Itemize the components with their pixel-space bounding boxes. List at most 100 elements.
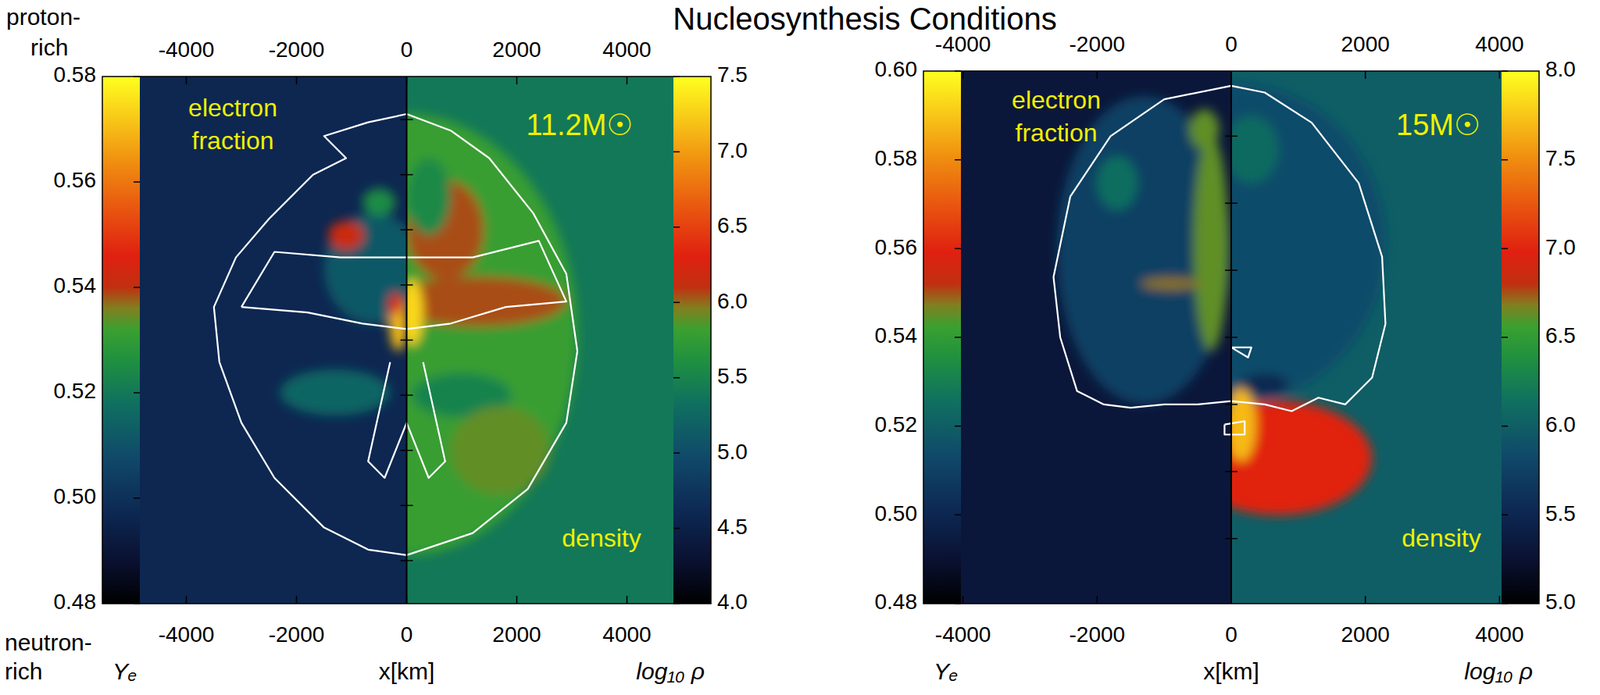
panel [923,71,1540,604]
region [450,406,550,495]
x-tick-label: -2000 [1069,622,1126,647]
side-label: rich [30,34,68,61]
colorbar-tick-label: 4.0 [717,589,748,615]
y-tick [1225,336,1238,339]
colorbar-tick-label: 5.0 [1545,589,1576,615]
y-tick [400,118,414,121]
colorbar-tick [954,425,961,428]
frame [102,76,711,604]
region [1231,82,1386,405]
regions [279,188,407,416]
x-tick-label: 0 [1225,622,1238,647]
field-background [923,71,1232,604]
y-tick [1225,403,1238,406]
region [389,292,403,315]
region [1193,135,1229,351]
x-tick [406,76,408,85]
colorbar-tick [954,514,961,517]
colorbar-tick-label: 7.5 [717,62,748,87]
colorbar-label: Yₑ [112,658,138,685]
field [923,71,1232,604]
x-tick-label: -2000 [1069,32,1126,57]
x-tick-label: 4000 [602,37,651,62]
region [1189,109,1220,150]
x-tick [626,596,629,604]
side-label: rich [4,658,43,685]
contours [214,114,578,556]
colorbar-tick [1501,159,1508,161]
colorbar [923,71,961,604]
y-tick [1225,269,1238,272]
region [407,114,579,556]
x-tick-label: 4000 [1475,622,1524,647]
x-axis-title: x[km] [1203,658,1260,685]
x-tick-label: -4000 [935,622,992,647]
y-tick [400,229,414,232]
colorbar-tick-label: 0.58 [53,62,97,87]
y-tick [1225,135,1238,138]
colorbar-tick-label: 0.56 [53,167,97,193]
colorbar-tick-label: 0.60 [875,57,918,82]
colorbar-tick [954,248,961,250]
y-tick [400,505,414,508]
colorbar-tick [673,151,680,154]
region [1241,373,1289,395]
side-label: proton- [6,3,81,30]
region [1231,116,1279,184]
regions [407,114,579,556]
colorbar-tick [1501,425,1508,428]
x-tick [185,596,188,604]
colorbar-tick [954,336,961,339]
colorbar-tick-label: 8.0 [1545,57,1576,82]
x-tick [962,596,965,604]
colorbar-tick-label: 0.48 [875,589,918,615]
x-tick [296,76,298,85]
colorbar-tick [133,392,140,394]
region [1096,156,1138,211]
field [102,76,408,604]
x-tick-label: 0 [400,37,414,62]
field-label: density [1401,524,1481,553]
contour [1224,421,1245,435]
x-tick-label: 0 [1225,32,1238,57]
title: Nucleosynthesis Conditions [672,1,1057,36]
x-tick-label: 4000 [602,622,651,647]
colorbar [102,76,140,604]
colorbar-tick-label: 0.54 [53,273,97,298]
colorbar-tick [673,302,680,304]
region [407,276,567,327]
chart: Nucleosynthesis Conditionsproton-richneu… [0,0,1600,695]
frame [923,71,1540,604]
colorbar-tick-label: 7.0 [717,138,748,163]
field-label: density [561,524,641,553]
x-tick-label: 2000 [1341,32,1390,57]
colorbar-tick-label: 6.0 [717,289,748,314]
x-tick [516,596,518,604]
y-tick [400,450,414,452]
page: {"title":"Nucleosynthesis Conditions", "… [0,0,1600,695]
colorbar-label: log₁₀ ρ [635,658,705,685]
x-tick-label: 2000 [492,37,541,62]
colorbar-tick-label: 0.58 [875,146,918,171]
x-tick [185,76,188,85]
x-tick-label: 2000 [492,622,541,647]
colorbar-tick-label: 6.5 [1545,323,1576,348]
x-tick [1230,71,1233,79]
y-tick [400,394,414,397]
colorbar-tick-label: 5.0 [717,439,748,465]
field-label: fraction [192,126,275,155]
x-tick [1499,596,1501,604]
colorbar-tick-label: 7.0 [1545,235,1576,260]
y-tick [1225,471,1238,473]
colorbar [673,76,711,604]
x-tick [1364,596,1367,604]
x-tick-label: 0 [400,622,414,647]
y-tick [400,284,414,286]
x-tick [1364,71,1367,79]
y-tick [400,174,414,176]
colorbar-tick-label: 0.50 [53,484,97,509]
y-tick [1225,202,1238,204]
colorbar-tick [673,528,680,530]
contour [1231,347,1252,358]
region [1231,387,1257,461]
